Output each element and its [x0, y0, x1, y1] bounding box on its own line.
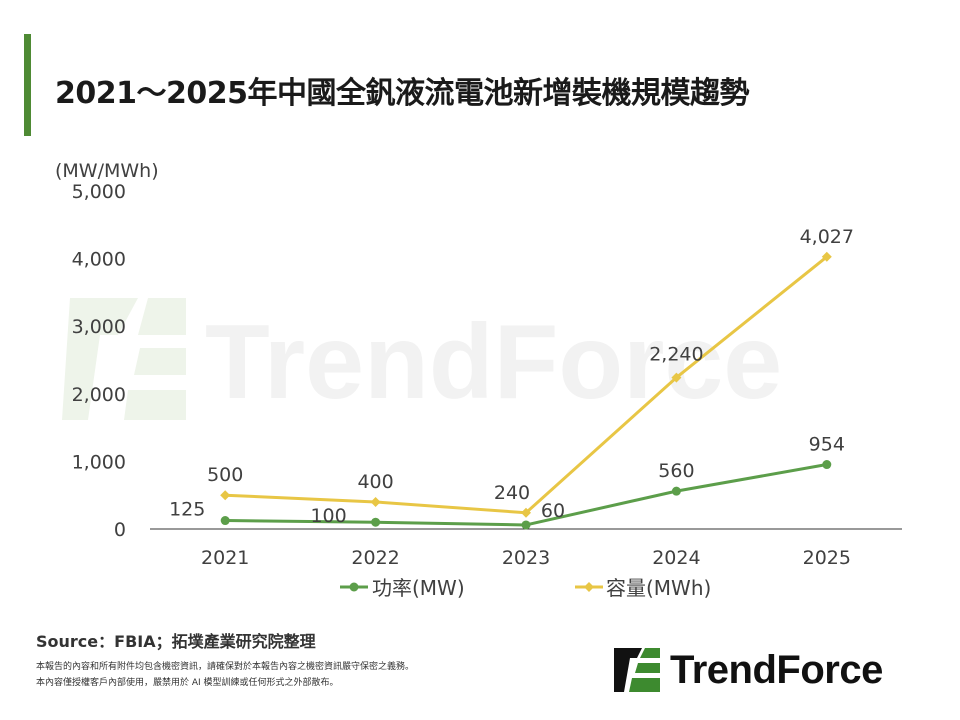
x-tick-label: 2024	[652, 547, 700, 569]
power-data-label: 954	[809, 434, 845, 456]
legend-capacity-marker	[584, 582, 594, 592]
y-tick-label: 5,000	[72, 181, 126, 203]
watermark-text: TrendForce	[205, 303, 782, 421]
watermark-logo-icon	[62, 298, 186, 420]
capacity-point	[821, 251, 832, 262]
x-tick-label: 2025	[803, 547, 851, 569]
power-data-label: 125	[169, 499, 205, 521]
brand-name: TrendForce	[670, 647, 883, 692]
disclaimer-line-1: 本報告的內容和所有附件均包含機密資訊，請確保對於本報告內容之機密資訊嚴守保密之義…	[36, 662, 415, 672]
capacity-point	[370, 496, 381, 507]
x-tick-label: 2021	[201, 547, 249, 569]
power-point	[371, 517, 381, 527]
chart-title: 2021～2025年中國全釩液流電池新增裝機規模趨勢	[55, 76, 750, 111]
legend-power-label: 功率(MW)	[372, 576, 465, 600]
capacity-data-label: 400	[357, 471, 393, 493]
y-tick-label: 0	[114, 519, 126, 541]
capacity-data-label: 2,240	[649, 344, 703, 366]
trendforce-logo: TrendForce	[612, 646, 883, 694]
capacity-point	[521, 507, 531, 518]
capacity-data-label: 4,027	[800, 226, 854, 248]
power-point	[671, 486, 681, 496]
capacity-point	[671, 372, 682, 383]
trendforce-logo-icon	[614, 648, 660, 692]
y-axis-label: (MW/MWh)	[55, 160, 159, 182]
legend: 功率(MW) 容量(MWh)	[340, 576, 711, 600]
power-point	[822, 460, 832, 470]
capacity-point	[220, 490, 231, 501]
capacity-data-label: 240	[494, 482, 530, 504]
title-accent-bar	[24, 34, 31, 136]
y-tick-label: 4,000	[72, 249, 126, 271]
power-point	[220, 516, 230, 526]
y-tick-label: 2,000	[72, 384, 126, 406]
capacity-data-label: 500	[207, 464, 243, 486]
x-tick-label: 2023	[502, 547, 550, 569]
disclaimer-line-2: 本內容僅授權客戶內部使用，嚴禁用於 AI 模型訓練或任何形式之外部散布。	[36, 678, 339, 688]
source-note: Source：FBIA；拓墣產業研究院整理	[36, 632, 316, 651]
legend-power-marker	[349, 582, 359, 592]
x-tick-label: 2022	[351, 547, 399, 569]
power-data-label: 560	[658, 460, 694, 482]
power-data-label: 60	[541, 500, 565, 522]
legend-capacity-label: 容量(MWh)	[606, 576, 711, 600]
y-tick-label: 3,000	[72, 316, 126, 338]
power-data-label: 100	[310, 505, 346, 527]
line-chart: TrendForce (MW/MWh) 0 1,000 2,000 3,000 4,00…	[55, 160, 902, 600]
watermark: TrendForce	[62, 298, 782, 421]
power-point	[521, 520, 531, 530]
y-tick-label: 1,000	[72, 451, 126, 473]
